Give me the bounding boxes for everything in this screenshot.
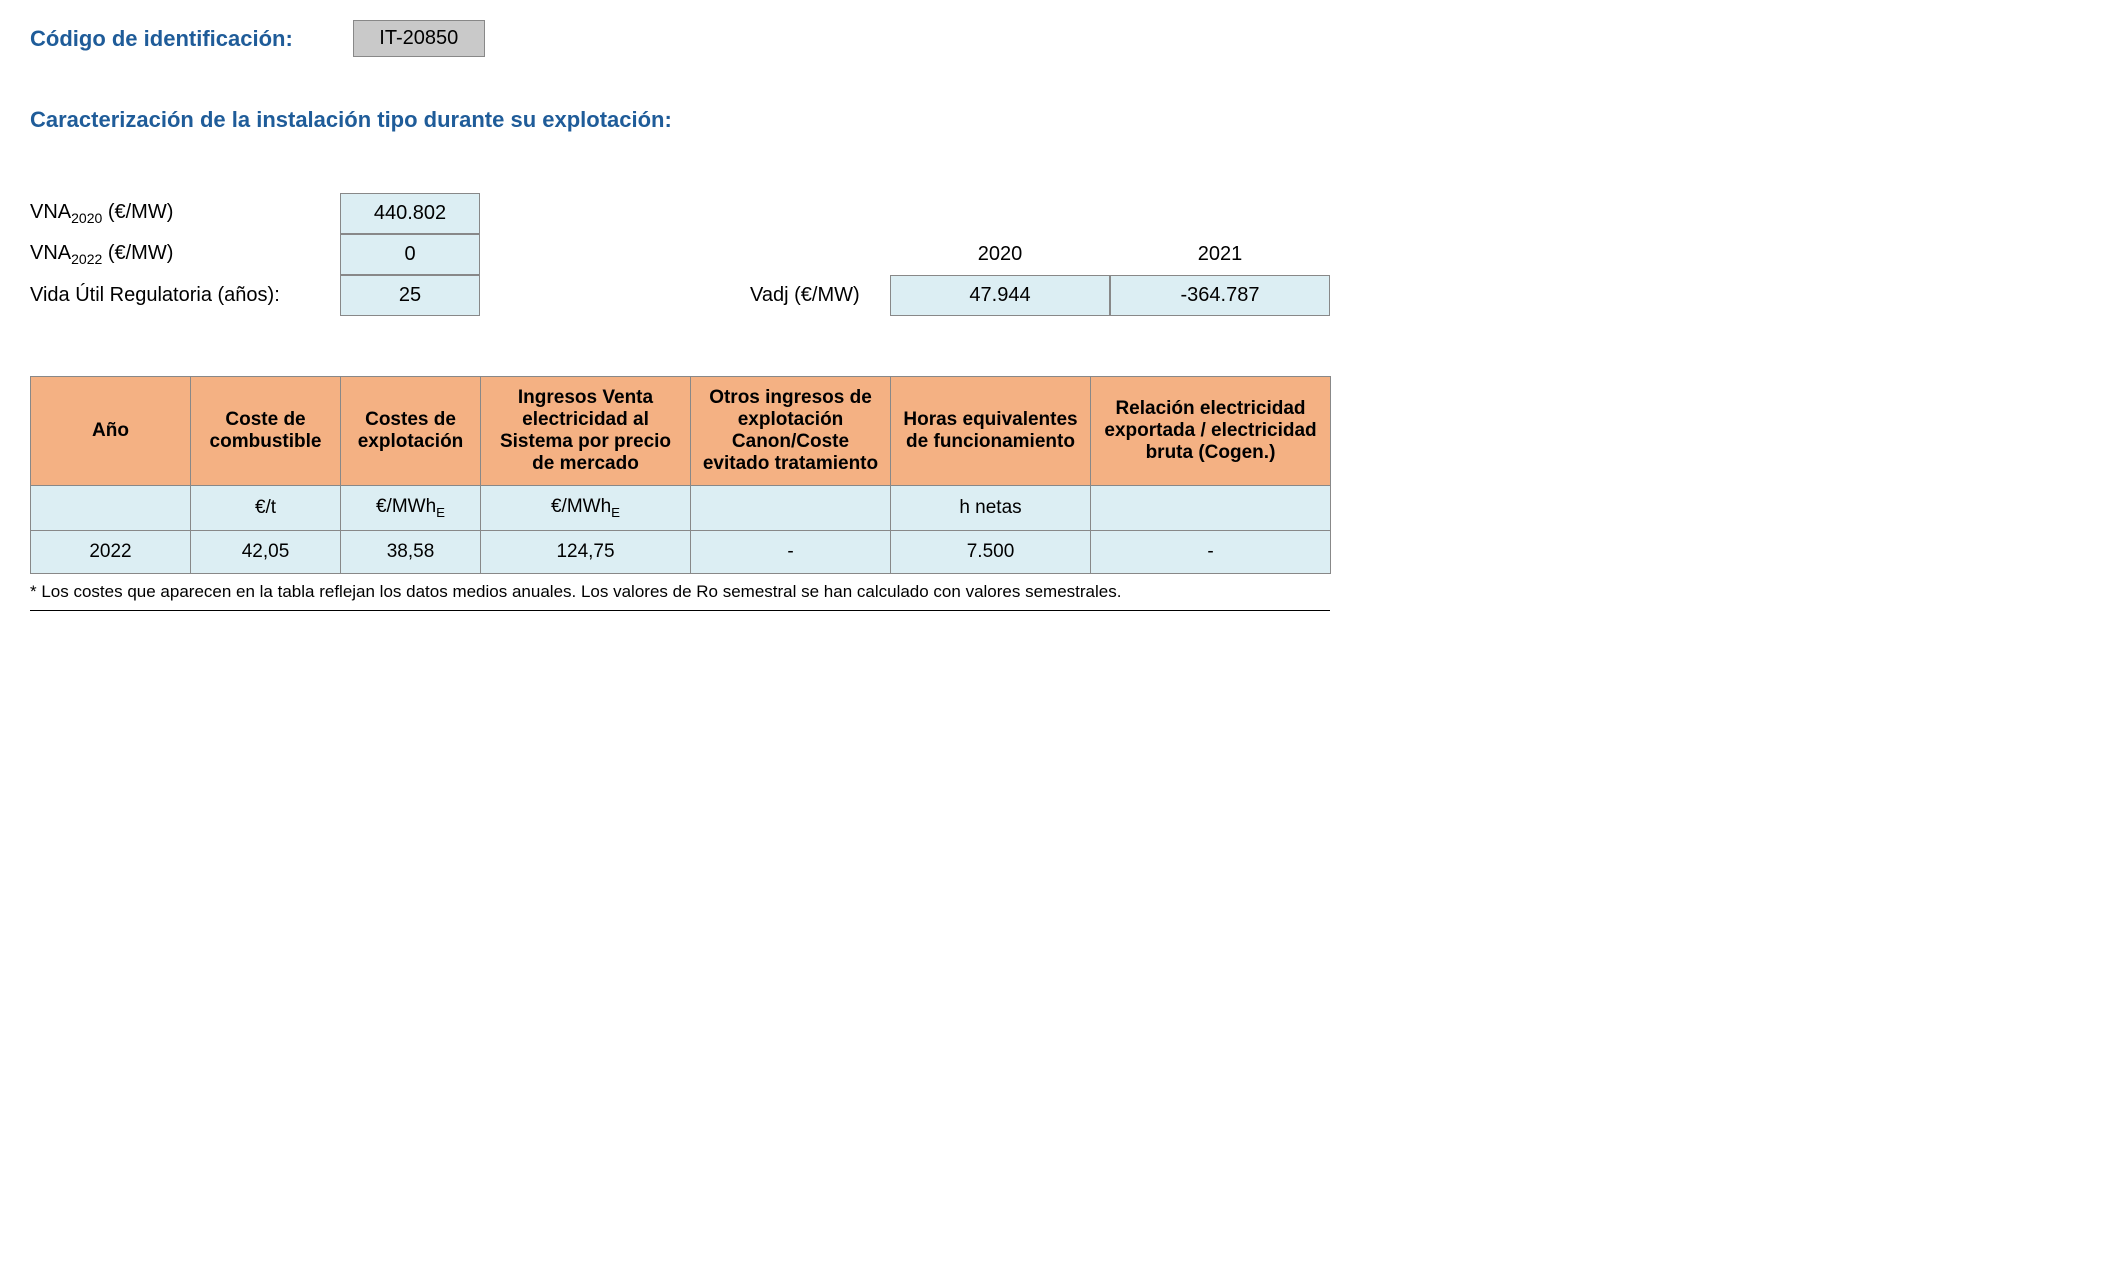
table-row: 202242,0538,58124,75-7.500- bbox=[31, 530, 1331, 573]
vida-value: 25 bbox=[340, 275, 480, 316]
vna2020-label-pre: VNA bbox=[30, 201, 71, 223]
vna2020-value: 440.802 bbox=[340, 193, 480, 234]
table-header-cell: Ingresos Venta electricidad al Sistema p… bbox=[481, 377, 691, 486]
params-grid: VNA2020 (€/MW) 440.802 VNA2022 (€/MW) 0 … bbox=[30, 193, 2096, 316]
table-header-cell: Coste de combustible bbox=[191, 377, 341, 486]
divider-line bbox=[30, 610, 1330, 611]
table-header-cell: Año bbox=[31, 377, 191, 486]
table-unit-cell: h netas bbox=[891, 486, 1091, 531]
table-cell: 7.500 bbox=[891, 530, 1091, 573]
table-header-cell: Horas equivalentes de funcionamiento bbox=[891, 377, 1091, 486]
table-cell: - bbox=[691, 530, 891, 573]
vna2020-label-post: (€/MW) bbox=[102, 201, 173, 223]
table-units-row: €/t€/MWhE€/MWhEh netas bbox=[31, 486, 1331, 531]
table-unit-cell: €/t bbox=[191, 486, 341, 531]
vna2022-label-post: (€/MW) bbox=[102, 242, 173, 264]
table-header-cell: Costes de explotación bbox=[341, 377, 481, 486]
table-unit-cell: €/MWhE bbox=[341, 486, 481, 531]
section-title: Caracterización de la instalación tipo d… bbox=[30, 107, 2096, 133]
table-header-cell: Otros ingresos de explotación Canon/Cost… bbox=[691, 377, 891, 486]
year-2021-head: 2021 bbox=[1110, 235, 1330, 274]
vna2022-label: VNA2022 (€/MW) bbox=[30, 236, 340, 273]
vna2022-sub: 2022 bbox=[71, 251, 102, 267]
table-cell: - bbox=[1091, 530, 1331, 573]
footnote: * Los costes que aparecen en la tabla re… bbox=[30, 582, 2096, 602]
vadj-label: Vadj (€/MW) bbox=[740, 284, 890, 307]
table-unit-cell bbox=[1091, 486, 1331, 531]
table-unit-cell: €/MWhE bbox=[481, 486, 691, 531]
year-2020-head: 2020 bbox=[890, 235, 1110, 274]
table-header-cell: Relación electricidad exportada / electr… bbox=[1091, 377, 1331, 486]
table-header-row: AñoCoste de combustibleCostes de explota… bbox=[31, 377, 1331, 486]
vadj-2020-value: 47.944 bbox=[890, 275, 1110, 316]
id-label: Código de identificación: bbox=[30, 26, 293, 52]
table-cell: 124,75 bbox=[481, 530, 691, 573]
table-cell: 2022 bbox=[31, 530, 191, 573]
table-unit-cell bbox=[691, 486, 891, 531]
table-cell: 38,58 bbox=[341, 530, 481, 573]
main-table: AñoCoste de combustibleCostes de explota… bbox=[30, 376, 1331, 574]
vida-label: Vida Útil Regulatoria (años): bbox=[30, 278, 340, 313]
table-cell: 42,05 bbox=[191, 530, 341, 573]
vna2020-label: VNA2020 (€/MW) bbox=[30, 195, 340, 232]
vna2022-label-pre: VNA bbox=[30, 242, 71, 264]
vna2022-value: 0 bbox=[340, 234, 480, 275]
vna2020-sub: 2020 bbox=[71, 210, 102, 226]
table-unit-cell bbox=[31, 486, 191, 531]
id-value-box: IT-20850 bbox=[353, 20, 485, 57]
id-header-row: Código de identificación: IT-20850 bbox=[30, 20, 2096, 57]
vadj-2021-value: -364.787 bbox=[1110, 275, 1330, 316]
